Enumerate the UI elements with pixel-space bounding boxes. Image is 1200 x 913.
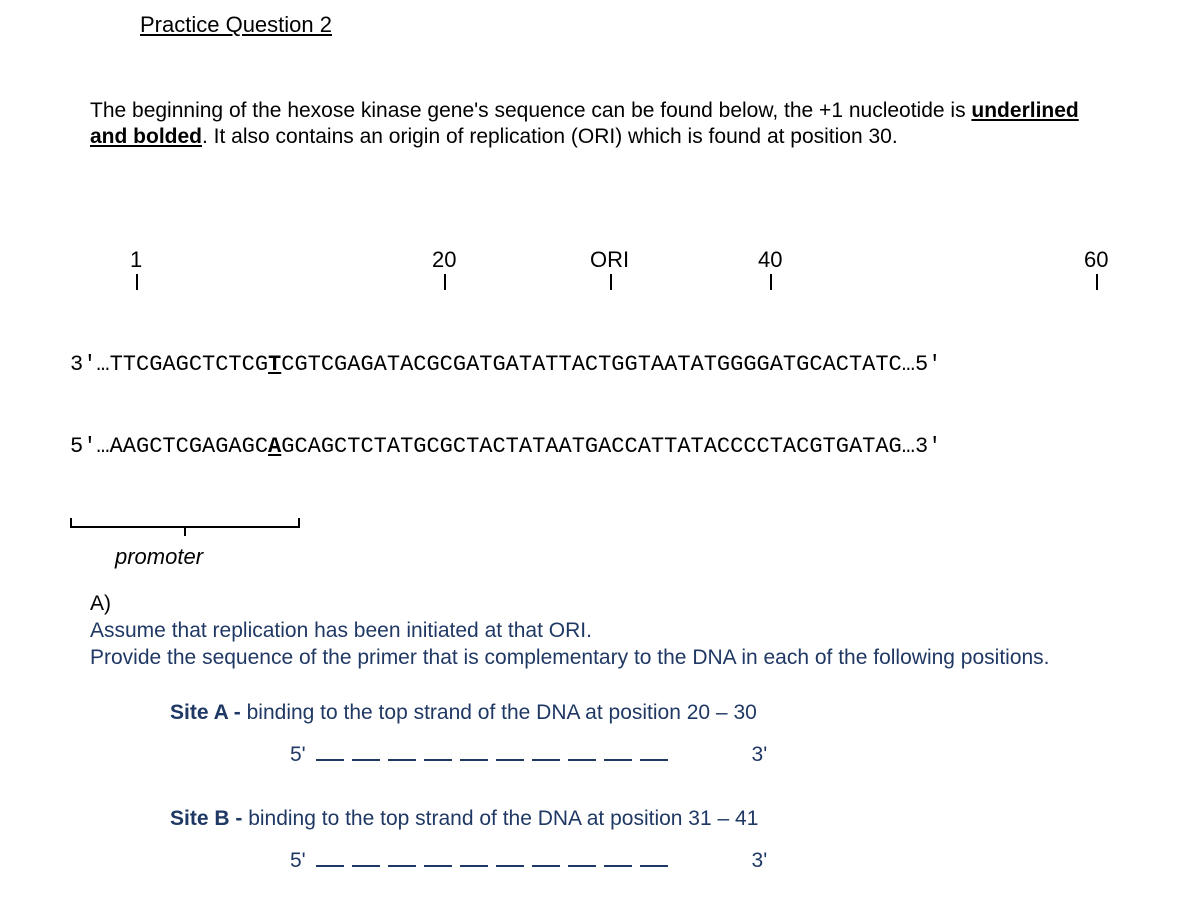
answer-blank [496,851,524,867]
site-a-5prime: 5' [290,743,306,766]
position-ruler: 1 20 ORI 40 60 [70,246,1110,296]
seq-bot-5p-label: 5'… [70,434,110,459]
answer-blank [424,851,452,867]
answer-blank [640,745,668,761]
ruler-tick [770,274,772,290]
site-a-answer-row: 5' 3' [290,743,1110,767]
ruler-label: 40 [758,246,782,274]
page-title: Practice Question 2 [140,12,1110,38]
ruler-label: ORI [590,246,629,274]
site-b-5prime: 5' [290,849,306,872]
question-a: A) Assume that replication has been init… [90,590,1110,672]
question-a-label: A) [90,592,111,615]
site-b-3prime: 3' [752,849,768,872]
site-b-text: binding to the top strand of the DNA at … [248,807,758,830]
intro-paragraph: The beginning of the hexose kinase gene'… [90,98,1110,151]
ruler-label: 20 [432,246,456,274]
ruler-tick [610,274,612,290]
promoter-label: promoter [115,544,1110,570]
ruler-tick [444,274,446,290]
site-a-label: Site A - [170,701,247,724]
intro-pre: The beginning of the hexose kinase gene'… [90,99,971,122]
answer-blank [388,851,416,867]
seq-top-5p-label: 3'… [70,352,110,377]
seq-bot-post: GCAGCTCTATGCGCTACTATAATGACCATTATACCCCTAC… [281,434,941,459]
answer-blank [532,745,560,761]
intro-post: . It also contains an origin of replicat… [202,125,898,148]
answer-blank [388,745,416,761]
answer-blank [640,851,668,867]
answer-blank [532,851,560,867]
site-b-answer-row: 5' 3' [290,849,1110,873]
seq-bot-pre: AAGCTCGAGAGC [110,434,268,459]
answer-blank [352,851,380,867]
site-a: Site A - binding to the top strand of th… [170,701,1110,725]
site-a-text: binding to the top strand of the DNA at … [247,701,757,724]
answer-blank [496,745,524,761]
sequence-bottom-strand: 5'…AAGCTCGAGAGCAGCAGCTCTATGCGCTACTATAATG… [70,433,1110,461]
answer-blank [568,851,596,867]
answer-blank [460,851,488,867]
ruler-label: 60 [1084,246,1108,274]
seq-top-pre: TTCGAGCTCTCG [110,352,268,377]
site-b-label: Site B - [170,807,248,830]
answer-blank [316,745,344,761]
answer-blank [424,745,452,761]
ruler-tick [136,274,138,290]
answer-blank [316,851,344,867]
answer-blank [352,745,380,761]
seq-bot-plus1: A [268,434,281,459]
ruler-label: 1 [130,246,142,274]
site-a-3prime: 3' [752,743,768,766]
question-a-line1: Assume that replication has been initiat… [90,619,592,642]
promoter-brace [60,516,1110,540]
ruler-tick [1096,274,1098,290]
seq-top-post: CGTCGAGATACGCGATGATATTACTGGTAATATGGGGATG… [281,352,941,377]
question-a-line2: Provide the sequence of the primer that … [90,646,1050,669]
sequence-block: 1 20 ORI 40 60 3'…TTCGAGCTCTCGTCGTCGAGATACGC… [70,191,1110,516]
answer-blank [568,745,596,761]
site-b: Site B - binding to the top strand of th… [170,807,1110,831]
answer-blank [460,745,488,761]
sequence-top-strand: 3'…TTCGAGCTCTCGTCGTCGAGATACGCGATGATATTAC… [70,351,1110,379]
seq-top-plus1: T [268,352,281,377]
answer-blank [604,745,632,761]
answer-blank [604,851,632,867]
